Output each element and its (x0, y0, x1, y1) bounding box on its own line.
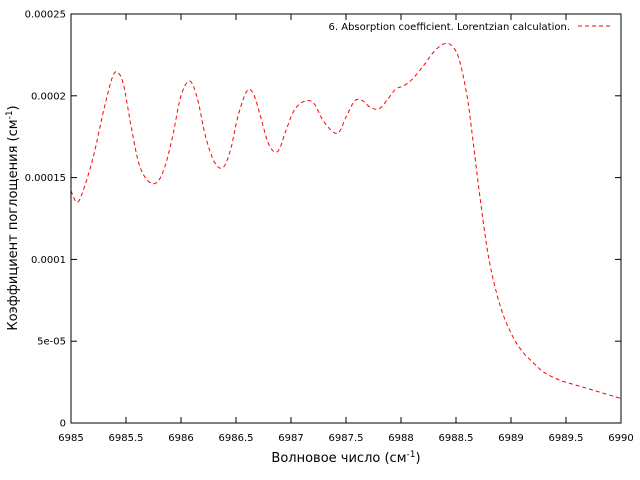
plot-area-frame (70, 13, 622, 424)
y-tick-label: 0.0001 (31, 255, 66, 266)
x-tick-label: 6986.5 (219, 433, 254, 444)
x-tick-label: 6989 (498, 433, 523, 444)
x-tick-label: 6987 (278, 433, 303, 444)
y-axis-label: Коэффициент поглощения (см-1) (5, 105, 21, 330)
y-tick-label: 0 (60, 419, 66, 430)
x-tick-label: 6990 (608, 433, 633, 444)
x-tick-label: 6985 (58, 433, 83, 444)
x-tick-label: 6985.5 (109, 433, 144, 444)
y-tick-label: 0.00025 (25, 10, 66, 21)
y-tick-label: 0.00015 (25, 173, 66, 184)
legend-label-absorption: 6. Absorption coefficient. Lorentzian ca… (329, 22, 570, 33)
x-tick-label: 6988 (388, 433, 413, 444)
x-axis-ticks: 6985 6985.5 6986 6986.5 6987 6987.5 6988 6988.5… (58, 14, 634, 444)
legend: 6. Absorption coefficient. Lorentzian ca… (329, 22, 610, 33)
x-axis-label: Волновое число (см-1) (271, 450, 420, 466)
y-tick-label: 5e-05 (37, 337, 66, 348)
x-tick-label: 6986 (168, 433, 193, 444)
y-tick-label: 0.0002 (31, 91, 66, 102)
x-tick-label: 6988.5 (439, 433, 474, 444)
series-line-absorption (70, 42, 622, 399)
x-tick-label: 6987.5 (329, 433, 364, 444)
x-tick-label: 6989.5 (549, 433, 584, 444)
